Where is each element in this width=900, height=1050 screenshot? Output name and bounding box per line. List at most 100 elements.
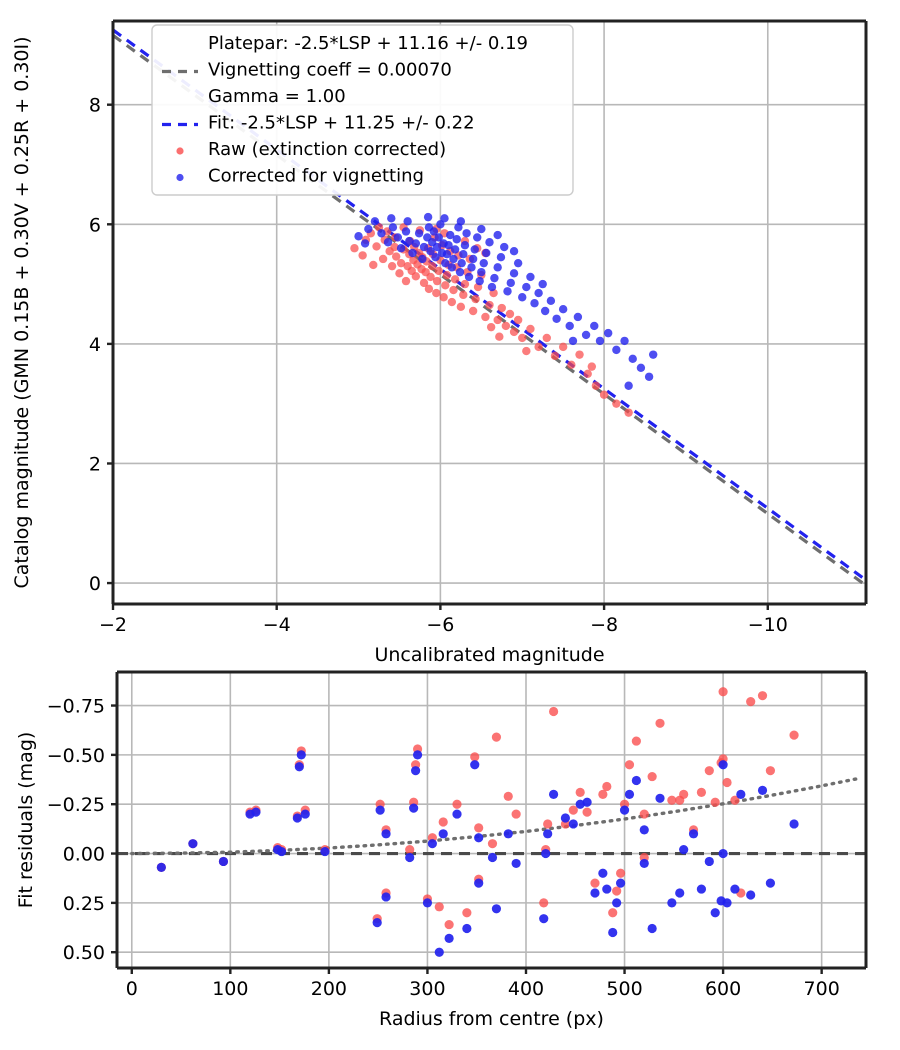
data-point: [426, 247, 435, 256]
y-tick-label: 0.00: [63, 844, 105, 866]
data-point: [428, 261, 437, 271]
data-point: [602, 781, 612, 792]
data-point: [424, 284, 434, 294]
data-point: [624, 381, 633, 390]
data-point: [431, 252, 440, 262]
data-point: [736, 789, 746, 799]
line-vignetting-model: [130, 776, 863, 856]
data-point: [655, 793, 665, 803]
data-point: [558, 305, 568, 314]
legend-item[interactable]: Corrected for vignetting: [176, 166, 424, 187]
data-point: [434, 266, 443, 276]
data-point: [251, 807, 261, 817]
data-point: [497, 303, 506, 313]
data-point: [405, 852, 415, 863]
data-point: [590, 321, 599, 331]
data-point: [372, 242, 381, 251]
data-point: [432, 288, 441, 298]
data-point: [320, 846, 330, 857]
data-point: [509, 327, 519, 337]
series-corrected: [354, 212, 658, 390]
legend-box: [151, 24, 574, 196]
data-point: [383, 238, 393, 247]
data-point: [405, 845, 415, 855]
data-point: [491, 904, 502, 914]
y-tick-label: −0.75: [47, 696, 105, 718]
data-point: [477, 224, 486, 234]
data-point: [409, 803, 419, 813]
data-layer-fit-residuals: [117, 687, 866, 957]
data-point: [423, 212, 433, 222]
data-point: [590, 888, 600, 898]
x-tick-label: −10: [748, 614, 788, 636]
legend-item[interactable]: Fit: -2.5*LSP + 11.25 +/- 0.22: [162, 113, 475, 134]
legend-handle-dot-red: [176, 147, 184, 155]
data-point: [418, 254, 427, 264]
data-point: [543, 829, 553, 839]
legend-item[interactable]: Vignetting coeff = 0.00070: [162, 60, 452, 81]
y-tick-label: 8: [89, 95, 101, 117]
data-point: [419, 242, 429, 252]
data-point: [530, 299, 539, 308]
data-point: [503, 287, 512, 296]
legend-label: Fit: -2.5*LSP + 11.25 +/- 0.22: [208, 113, 475, 134]
y-tick-label: 0: [89, 573, 101, 595]
data-point: [411, 239, 421, 248]
data-point: [757, 785, 768, 796]
data-point: [548, 789, 559, 799]
y-tick-label: 0.25: [63, 893, 105, 915]
data-point: [513, 258, 523, 268]
y-axis-label: Catalog magnitude (GMN 0.15B + 0.30V + 0…: [11, 36, 33, 588]
data-point: [655, 718, 665, 728]
data-point: [350, 244, 359, 253]
data-point: [503, 791, 513, 801]
data-point: [449, 285, 458, 295]
legend-item[interactable]: Raw (extinction corrected): [176, 139, 446, 160]
data-point: [718, 760, 728, 770]
data-point: [612, 886, 622, 896]
data-point: [455, 267, 465, 277]
data-point: [471, 294, 480, 304]
data-point: [598, 868, 608, 878]
x-tick-label: 100: [212, 978, 248, 1000]
legend-label: Vignetting coeff = 0.00070: [208, 60, 452, 81]
data-point: [470, 760, 480, 770]
data-point: [156, 862, 166, 872]
data-point: [462, 923, 472, 934]
data-point: [746, 890, 756, 900]
data-point: [444, 919, 454, 930]
legend-item[interactable]: Platepar: -2.5*LSP + 11.16 +/- 0.19: [208, 33, 528, 54]
x-tick-label: −6: [426, 614, 454, 636]
data-point: [403, 217, 412, 226]
legend-label: Gamma = 1.00: [208, 86, 346, 107]
data-point: [441, 281, 450, 290]
data-point: [710, 797, 720, 807]
data-point: [474, 823, 484, 833]
data-point: [539, 914, 549, 924]
data-point: [522, 346, 531, 356]
data-point: [377, 229, 386, 238]
data-point: [381, 829, 391, 839]
data-point: [624, 789, 635, 799]
y-axis-label: Fit residuals (mag): [15, 732, 37, 909]
data-point: [704, 856, 714, 867]
data-point: [704, 766, 714, 776]
data-point: [542, 333, 551, 343]
data-point: [300, 809, 310, 819]
data-point: [722, 777, 732, 788]
data-point: [616, 878, 626, 888]
data-point: [612, 898, 622, 908]
data-point: [644, 372, 654, 381]
data-point: [746, 697, 756, 707]
legend-item[interactable]: Gamma = 1.00: [208, 86, 346, 107]
data-point: [372, 918, 382, 928]
data-point: [441, 258, 450, 268]
data-point: [493, 263, 502, 272]
x-tick-label: 400: [508, 978, 544, 1000]
data-point: [509, 247, 519, 256]
data-point: [636, 363, 646, 373]
x-tick-label: 500: [606, 978, 642, 1000]
data-point: [539, 898, 549, 908]
y-tick-label: 2: [89, 453, 101, 475]
